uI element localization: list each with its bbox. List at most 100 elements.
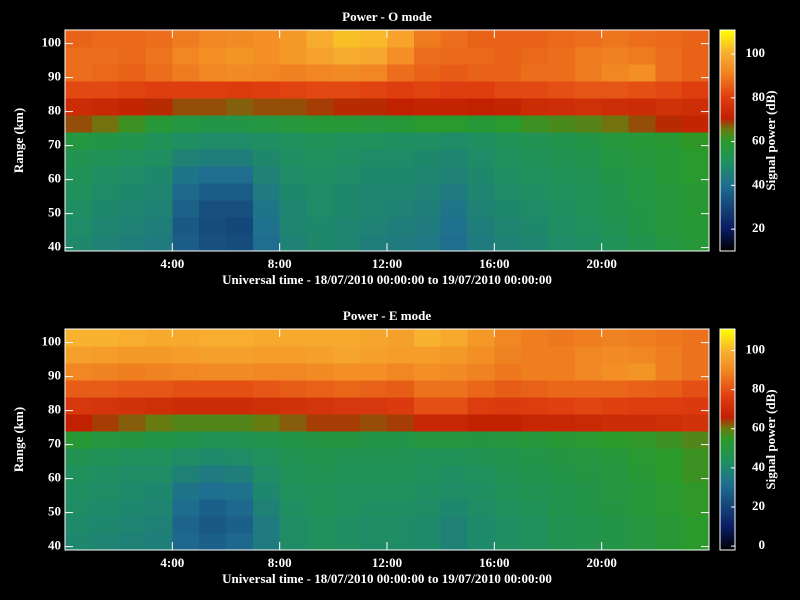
heatmap-cell (574, 98, 603, 116)
heatmap-cell (226, 414, 254, 432)
heatmap-cell (494, 346, 522, 364)
heatmap-cell (279, 465, 307, 483)
y-tick-label: 40 (48, 538, 61, 553)
heatmap-cell (333, 132, 361, 150)
y-tick-label: 100 (42, 35, 62, 50)
heatmap-cell (655, 346, 683, 364)
heatmap-cell (440, 346, 468, 364)
heatmap-cell (682, 363, 710, 381)
heatmap-cell (226, 329, 254, 347)
heatmap-cell (118, 166, 146, 184)
heatmap-cell (387, 448, 415, 466)
heatmap-cell (360, 217, 388, 235)
heatmap-cell (601, 465, 629, 483)
heatmap-cell (548, 533, 576, 551)
heatmap-cell (655, 183, 683, 201)
x-tick-label: 20:00 (586, 256, 616, 271)
heatmap-cell (682, 217, 710, 235)
heatmap-cell (226, 64, 254, 82)
heatmap-cell (172, 64, 200, 82)
heatmap-cell (387, 81, 415, 99)
x-tick-label: 16:00 (479, 555, 509, 570)
heatmap-cell (172, 115, 200, 133)
x-tick-label: 8:00 (268, 256, 292, 271)
heatmap-cell (279, 431, 307, 449)
heatmap-cell (65, 149, 93, 167)
heatmap-cell (548, 115, 576, 133)
heatmap-cell (682, 414, 710, 432)
heatmap-cell (91, 30, 120, 48)
heatmap-cell (682, 183, 710, 201)
heatmap-cell (199, 329, 227, 347)
heatmap-cell (118, 533, 146, 551)
heatmap-cell (172, 482, 200, 500)
heatmap-cell (360, 149, 388, 167)
heatmap-cell (65, 329, 93, 347)
heatmap-cell (118, 132, 146, 150)
heatmap-cell (360, 431, 388, 449)
heatmap-cell (440, 200, 468, 218)
heatmap-cell (601, 380, 629, 398)
heatmap-cell (360, 98, 388, 116)
heatmap-cell (628, 380, 656, 398)
heatmap-cell (65, 47, 93, 65)
heatmap-cell (145, 149, 173, 167)
heatmap-cell (226, 397, 254, 415)
heatmap-cell (440, 98, 468, 116)
heatmap-cell (172, 47, 200, 65)
heatmap-cell (521, 516, 549, 534)
heatmap-cell (440, 465, 468, 483)
heatmap-cell (91, 533, 120, 551)
heatmap-cell (65, 414, 93, 432)
heatmap-cell (548, 30, 576, 48)
heatmap-cell (91, 499, 120, 517)
heatmap-cell (628, 533, 656, 551)
heatmap-cell (440, 64, 468, 82)
heatmap-cell (172, 380, 200, 398)
heatmap-cell (574, 482, 603, 500)
heatmap-cell (413, 234, 442, 252)
chart-title: Power - E mode (343, 308, 431, 323)
heatmap-cell (628, 81, 656, 99)
heatmap-cell (548, 81, 576, 99)
heatmap-cell (172, 363, 200, 381)
heatmap-cell (387, 516, 415, 534)
heatmap-cell (65, 482, 93, 500)
heatmap-cell (521, 329, 549, 347)
heatmap-cell (601, 64, 629, 82)
heatmap-cell (118, 200, 146, 218)
heatmap-cell (360, 346, 388, 364)
heatmap-cell (91, 234, 120, 252)
heatmap-cell (333, 200, 361, 218)
heatmap-cell (91, 64, 120, 82)
heatmap-cell (494, 217, 522, 235)
heatmap-cell (655, 329, 683, 347)
heatmap-cell (172, 98, 200, 116)
heatmap-cell (521, 81, 549, 99)
heatmap-cell (360, 64, 388, 82)
heatmap-cell (628, 47, 656, 65)
heatmap-cell (413, 183, 442, 201)
heatmap-cell (333, 363, 361, 381)
heatmap-cell (467, 166, 495, 184)
heatmap-cell (628, 166, 656, 184)
heatmap-cell (521, 397, 549, 415)
heatmap-cell (118, 183, 146, 201)
heatmap-cell (655, 115, 683, 133)
heatmap-cell (199, 47, 227, 65)
y-tick-label: 50 (48, 205, 61, 220)
heatmap-cell (682, 431, 710, 449)
heatmap-cell (199, 183, 227, 201)
heatmap-cell (521, 132, 549, 150)
heatmap-cell (521, 64, 549, 82)
heatmap-cell (682, 30, 710, 48)
heatmap-cell (387, 234, 415, 252)
heatmap-cell (655, 431, 683, 449)
heatmap-cell (655, 397, 683, 415)
heatmap-cell (413, 47, 442, 65)
heatmap-cell (333, 149, 361, 167)
heatmap-cell (360, 516, 388, 534)
heatmap-cell (172, 234, 200, 252)
heatmap-cell (413, 166, 442, 184)
